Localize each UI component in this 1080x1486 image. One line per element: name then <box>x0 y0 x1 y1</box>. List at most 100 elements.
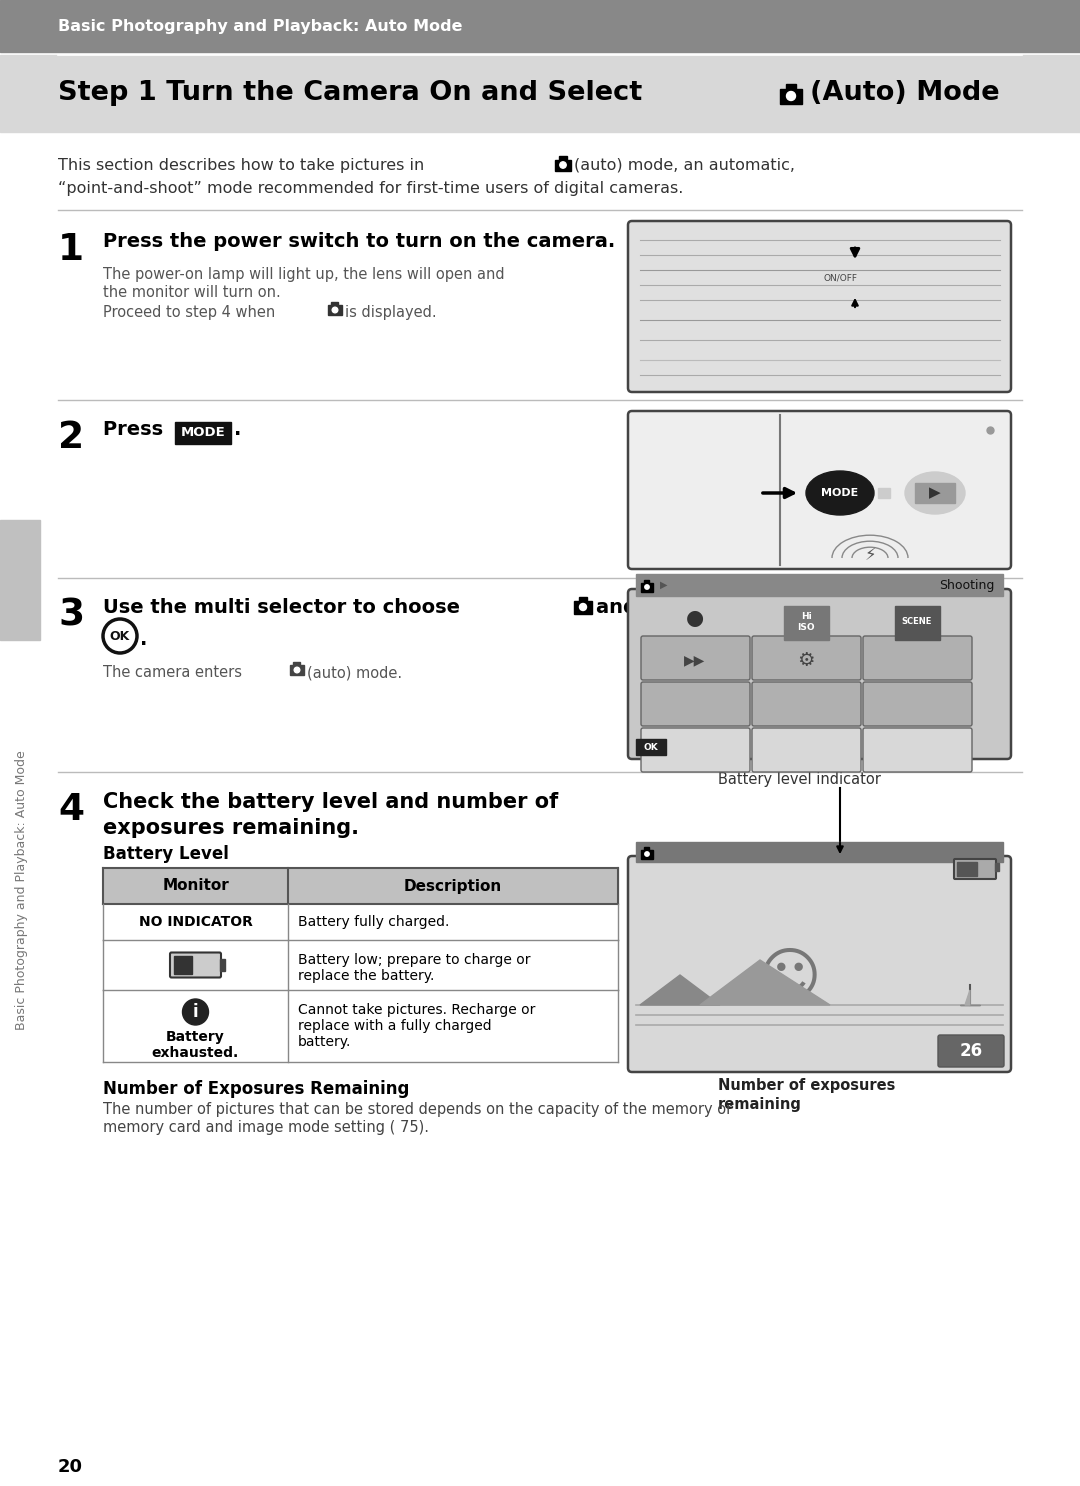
Text: Battery fully charged.: Battery fully charged. <box>298 915 449 929</box>
FancyBboxPatch shape <box>752 636 861 681</box>
Text: remaining: remaining <box>718 1097 801 1112</box>
Text: OK: OK <box>644 743 659 752</box>
Text: OK: OK <box>110 630 130 642</box>
Bar <box>175 422 231 444</box>
Bar <box>293 661 300 666</box>
Bar <box>786 85 796 89</box>
Bar <box>0 55 1080 132</box>
Text: Shooting: Shooting <box>940 578 995 591</box>
Circle shape <box>559 162 566 168</box>
Circle shape <box>645 851 649 856</box>
Text: NO INDICATOR: NO INDICATOR <box>138 915 253 929</box>
Text: “point-and-shoot” mode recommended for first-time users of digital cameras.: “point-and-shoot” mode recommended for f… <box>58 181 684 196</box>
Text: Description: Description <box>404 878 502 893</box>
Bar <box>219 958 225 970</box>
Text: Monitor: Monitor <box>162 878 229 893</box>
Text: ▶: ▶ <box>660 580 667 590</box>
Bar <box>957 862 977 877</box>
Bar <box>103 941 618 990</box>
Text: 2: 2 <box>58 421 84 456</box>
Circle shape <box>333 308 338 312</box>
Bar <box>573 600 592 614</box>
Text: .: . <box>234 421 241 438</box>
Text: Basic Photography and Playback: Auto Mode: Basic Photography and Playback: Auto Mod… <box>15 750 28 1030</box>
FancyBboxPatch shape <box>752 682 861 727</box>
Bar <box>636 843 1003 862</box>
Polygon shape <box>966 990 970 1005</box>
Text: Press: Press <box>103 421 170 438</box>
Bar <box>555 160 571 171</box>
FancyBboxPatch shape <box>939 1036 1004 1067</box>
Polygon shape <box>700 960 831 1005</box>
Circle shape <box>183 999 208 1025</box>
Ellipse shape <box>806 471 874 516</box>
Text: Cannot take pictures. Recharge or: Cannot take pictures. Recharge or <box>298 1003 536 1016</box>
Bar <box>642 583 653 591</box>
Bar <box>174 955 191 973</box>
Text: exhausted.: exhausted. <box>152 1046 239 1060</box>
Text: and press: and press <box>596 597 703 617</box>
Text: (auto) mode.: (auto) mode. <box>307 666 402 681</box>
Text: is displayed.: is displayed. <box>345 305 436 319</box>
Bar <box>559 156 567 160</box>
Circle shape <box>645 585 649 590</box>
Text: Use the multi selector to choose: Use the multi selector to choose <box>103 597 460 617</box>
FancyBboxPatch shape <box>752 728 861 773</box>
Text: ⚙: ⚙ <box>797 651 814 670</box>
Circle shape <box>294 667 300 673</box>
Bar <box>644 580 649 583</box>
Text: replace the battery.: replace the battery. <box>298 969 434 984</box>
Text: memory card and image mode setting ( 75).: memory card and image mode setting ( 75)… <box>103 1120 429 1135</box>
Bar <box>328 305 342 315</box>
FancyBboxPatch shape <box>642 636 750 681</box>
Bar <box>636 739 666 755</box>
FancyBboxPatch shape <box>642 728 750 773</box>
Bar <box>915 483 955 502</box>
Text: The number of pictures that can be stored depends on the capacity of the memory : The number of pictures that can be store… <box>103 1103 732 1117</box>
Bar <box>644 847 649 850</box>
Text: Basic Photography and Playback: Auto Mode: Basic Photography and Playback: Auto Mod… <box>58 18 462 34</box>
Text: ON/OFF: ON/OFF <box>823 273 858 282</box>
Text: ●: ● <box>686 608 704 629</box>
Text: i: i <box>192 1003 199 1021</box>
Circle shape <box>786 92 796 101</box>
Bar <box>0 0 1080 52</box>
Text: Check the battery level and number of: Check the battery level and number of <box>103 792 558 811</box>
Bar <box>103 903 618 941</box>
Ellipse shape <box>905 473 966 514</box>
Text: ⚡: ⚡ <box>864 545 876 565</box>
Bar <box>103 868 618 903</box>
Bar <box>0 520 40 640</box>
FancyBboxPatch shape <box>627 856 1011 1071</box>
Text: Number of Exposures Remaining: Number of Exposures Remaining <box>103 1080 409 1098</box>
FancyBboxPatch shape <box>863 728 972 773</box>
Text: This section describes how to take pictures in: This section describes how to take pictu… <box>58 158 424 172</box>
Circle shape <box>580 603 586 611</box>
Text: Battery Level: Battery Level <box>103 846 229 863</box>
Text: 3: 3 <box>58 597 84 635</box>
FancyBboxPatch shape <box>627 412 1011 569</box>
Bar <box>636 574 1003 596</box>
FancyBboxPatch shape <box>863 636 972 681</box>
Text: (auto) mode, an automatic,: (auto) mode, an automatic, <box>573 158 795 172</box>
Bar <box>995 863 999 871</box>
Text: Battery: Battery <box>166 1030 225 1045</box>
Text: SCENE: SCENE <box>902 618 932 627</box>
Bar <box>642 850 653 859</box>
Bar <box>291 666 303 675</box>
Text: The power-on lamp will light up, the lens will open and: The power-on lamp will light up, the len… <box>103 267 504 282</box>
Text: battery.: battery. <box>298 1036 351 1049</box>
FancyBboxPatch shape <box>627 588 1011 759</box>
Text: MODE: MODE <box>822 487 859 498</box>
Text: Press the power switch to turn on the camera.: Press the power switch to turn on the ca… <box>103 232 616 251</box>
Text: MODE: MODE <box>180 426 226 440</box>
Text: Hi
ISO: Hi ISO <box>797 612 814 632</box>
Text: replace with a fully charged: replace with a fully charged <box>298 1019 491 1033</box>
Text: Number of exposures: Number of exposures <box>718 1077 895 1094</box>
Bar <box>895 606 940 640</box>
Text: the monitor will turn on.: the monitor will turn on. <box>103 285 281 300</box>
Text: exposures remaining.: exposures remaining. <box>103 817 359 838</box>
Text: Proceed to step 4 when: Proceed to step 4 when <box>103 305 275 319</box>
Bar <box>103 990 618 1062</box>
Text: (Auto) Mode: (Auto) Mode <box>810 80 1000 106</box>
